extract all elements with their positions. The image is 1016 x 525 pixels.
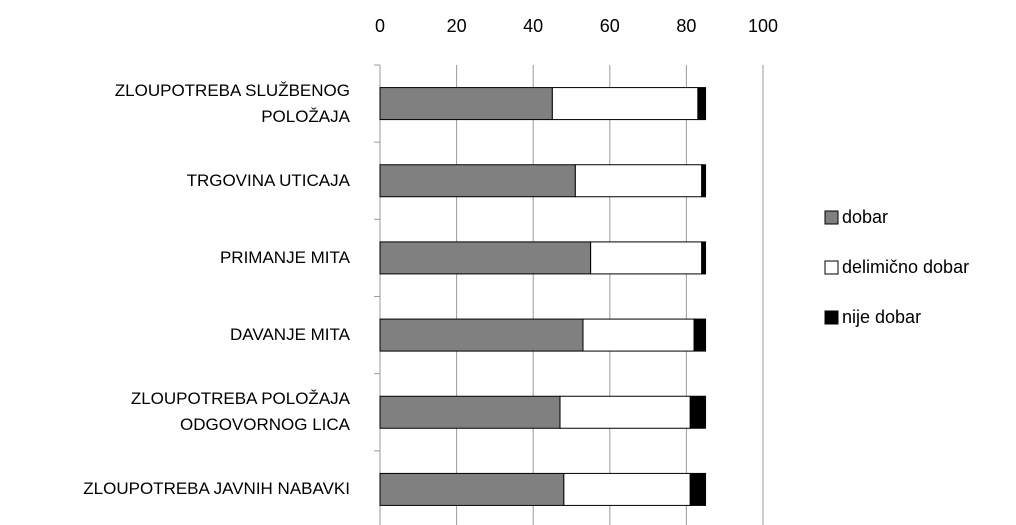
bar-segment bbox=[693, 318, 707, 352]
bar-segment bbox=[379, 318, 584, 352]
y-tick-label: ZLOUPOTREBA SLUŽBENOG POLOŽAJA bbox=[114, 80, 350, 126]
bar-segment bbox=[379, 395, 561, 429]
legend-swatch bbox=[824, 260, 839, 275]
y-tick-label: TRGOVINA UTICAJA bbox=[186, 170, 350, 190]
x-tick-label: 80 bbox=[676, 16, 696, 36]
bar-segment bbox=[701, 241, 707, 275]
y-tick-label: PRIMANJE MITA bbox=[219, 247, 350, 267]
bar-segment bbox=[379, 472, 565, 506]
bar-segment bbox=[379, 241, 592, 275]
x-tick-label: 20 bbox=[447, 16, 467, 36]
bar-segment bbox=[551, 87, 699, 121]
x-tick-label: 0 bbox=[375, 16, 385, 36]
bar-segment bbox=[563, 472, 691, 506]
bar-segment bbox=[701, 164, 707, 198]
legend-label: nije dobar bbox=[842, 307, 921, 327]
x-tick-label: 40 bbox=[523, 16, 543, 36]
legend-swatch bbox=[824, 310, 839, 325]
bar-segment bbox=[574, 164, 703, 198]
bar-segment bbox=[590, 241, 703, 275]
bar-segment bbox=[379, 164, 576, 198]
x-tick-label: 60 bbox=[600, 16, 620, 36]
x-tick-label: 100 bbox=[748, 16, 778, 36]
legend-swatch bbox=[824, 210, 839, 225]
y-tick-label: ZLOUPOTREBA JAVNIH NABAVKI bbox=[83, 479, 350, 499]
bar-segment bbox=[689, 472, 707, 506]
bar-segment bbox=[559, 395, 691, 429]
bar-segment bbox=[582, 318, 695, 352]
y-tick-label: DAVANJE MITA bbox=[230, 325, 350, 345]
legend-label: dobar bbox=[842, 207, 888, 227]
bar-segment bbox=[379, 87, 553, 121]
bar-segment bbox=[697, 87, 707, 121]
y-tick-label: ZLOUPOTREBA POLOŽAJA ODGOVORNOG LICA bbox=[130, 389, 350, 435]
bar-segment bbox=[689, 395, 707, 429]
legend-label: delimično dobar bbox=[842, 257, 969, 277]
